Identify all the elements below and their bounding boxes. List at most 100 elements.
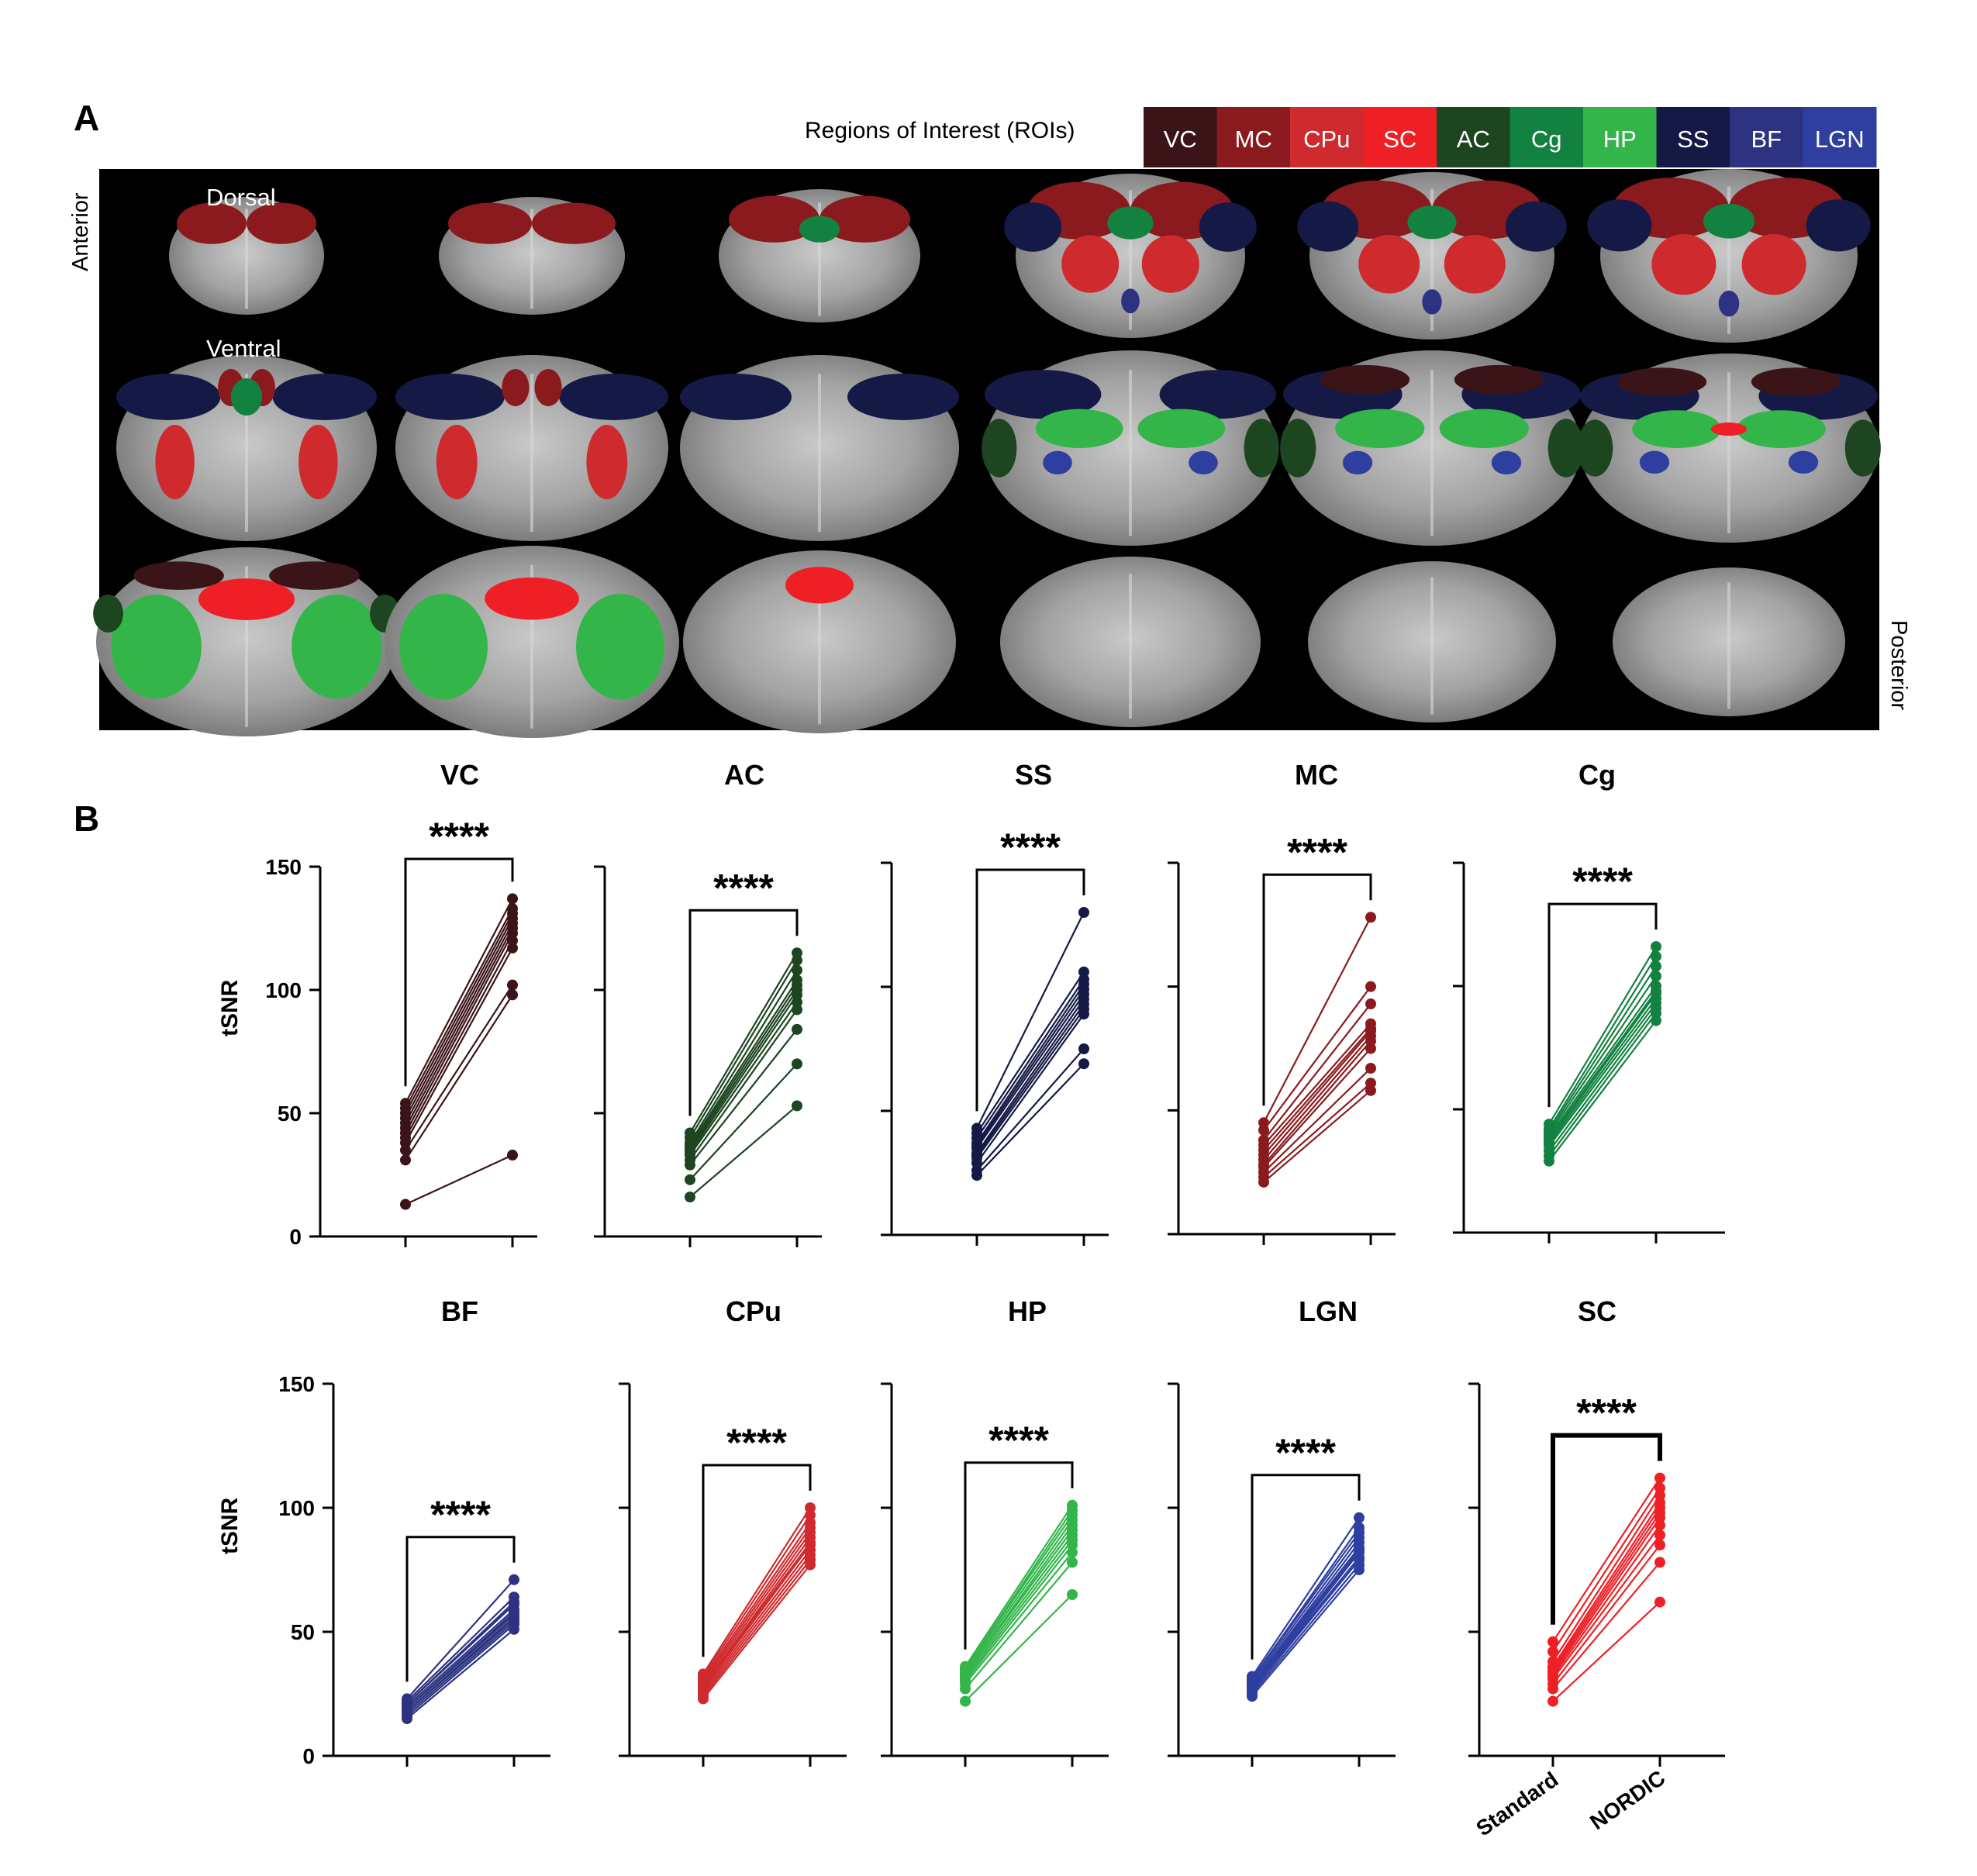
pair-line-lgn xyxy=(1251,1549,1360,1688)
pair-line-cpu xyxy=(702,1564,811,1700)
chart-title-bf: BF xyxy=(441,1295,478,1327)
pair-line-lgn xyxy=(1251,1559,1360,1692)
point-standard-sc xyxy=(1547,1656,1558,1667)
slice-4-ss-right xyxy=(1199,202,1257,252)
slice-11-vc-left xyxy=(1320,364,1410,395)
dorsal-label: Dorsal xyxy=(206,184,276,211)
legend-label-vc: VC xyxy=(1164,126,1197,153)
legend-swatch-sc xyxy=(1363,107,1437,167)
pair-line-ss xyxy=(976,1013,1085,1164)
pair-line-lgn xyxy=(1251,1564,1360,1695)
slice-10-lgn-left xyxy=(1043,450,1072,475)
slice-5-ss-right xyxy=(1505,201,1567,252)
slice-7-ss-left xyxy=(116,374,221,420)
slice-6-cpu-left xyxy=(1651,234,1717,295)
pair-line-bf xyxy=(406,1623,515,1717)
significance-bracket-mc xyxy=(1262,873,1372,1106)
point-nordic-sc xyxy=(1654,1519,1665,1531)
pair-line-cpu xyxy=(702,1544,811,1690)
slice-6-ss-right xyxy=(1806,199,1871,252)
pair-line-mc xyxy=(1263,1067,1371,1173)
point-nordic-ac xyxy=(792,947,802,959)
point-nordic-ac xyxy=(792,974,802,986)
chart-title-ss: SS xyxy=(1015,759,1052,791)
slice-6-cg xyxy=(1703,203,1755,239)
legend-swatch-hp xyxy=(1583,107,1657,167)
legend-swatch-mc xyxy=(1216,107,1291,167)
y-tick-label-bf-50: 50 xyxy=(291,1620,315,1644)
pair-line-vc xyxy=(405,927,513,1129)
slice-11-vc-right xyxy=(1454,364,1544,395)
pair-line-mc xyxy=(1263,1022,1371,1146)
pair-line-ss xyxy=(976,1048,1085,1171)
pair-line-cg xyxy=(1548,946,1657,1125)
pair-line-lgn xyxy=(1251,1526,1360,1680)
slice-10-ac-right xyxy=(1244,419,1279,478)
slice-14-sc xyxy=(485,577,579,620)
pair-line-vc xyxy=(405,985,513,1151)
y-tick-label-bf-150: 150 xyxy=(278,1372,315,1396)
pair-line-bf xyxy=(406,1621,515,1715)
slice-4-cpu-left xyxy=(1061,235,1120,293)
pair-line-ss xyxy=(976,971,1085,1134)
pair-line-cpu xyxy=(702,1554,811,1695)
pair-line-cg xyxy=(1548,992,1657,1142)
slice-5-cpu-left xyxy=(1358,235,1420,294)
y-axis-label-row2: tSNR xyxy=(217,1497,243,1554)
slice-12-hp-right xyxy=(1736,410,1826,448)
pair-line-lgn xyxy=(1251,1542,1360,1685)
slice-8-mc-left xyxy=(502,369,530,406)
point-standard-ss xyxy=(971,1164,982,1176)
pair-line-ss xyxy=(976,912,1085,1129)
pair-line-vc xyxy=(405,912,513,1114)
slice-11-ac-right xyxy=(1547,419,1584,478)
pair-line-mc xyxy=(1263,1089,1371,1183)
slice-13-ac-left xyxy=(93,595,123,633)
pair-line-mc xyxy=(1263,1030,1371,1156)
pair-line-sc xyxy=(1552,1507,1661,1670)
slice-6-bf xyxy=(1718,290,1740,317)
significance-bracket-ac xyxy=(688,909,799,1116)
y-tick-label-bf-0: 0 xyxy=(302,1744,315,1768)
point-standard-vc xyxy=(400,1098,411,1109)
point-nordic-vc xyxy=(507,979,518,991)
pair-line-vc xyxy=(405,918,513,1119)
pair-line-mc xyxy=(1263,1003,1371,1141)
pair-line-vc xyxy=(405,898,513,1104)
point-nordic-mc xyxy=(1365,912,1376,923)
pair-line-ss xyxy=(976,978,1085,1139)
pair-line-cg xyxy=(1548,1007,1657,1152)
pair-line-hp xyxy=(964,1594,1073,1702)
slice-10-lgn-right xyxy=(1189,450,1218,475)
point-standard-mc xyxy=(1258,1117,1269,1129)
slice-7-cg xyxy=(230,378,263,416)
pair-line-bf xyxy=(406,1616,515,1712)
pair-line-mc xyxy=(1263,986,1371,1131)
legend-label-lgn: LGN xyxy=(1815,126,1865,153)
point-nordic-mc xyxy=(1365,1063,1376,1074)
x-category-nordic: NORDIC xyxy=(1585,1766,1669,1835)
significance-label-mc: **** xyxy=(1287,830,1347,874)
pair-line-bf xyxy=(406,1601,515,1705)
point-nordic-cg xyxy=(1651,941,1661,953)
point-nordic-mc xyxy=(1365,1078,1376,1089)
x-category-standard: Standard xyxy=(1472,1767,1562,1841)
significance-label-sc: **** xyxy=(1576,1391,1637,1435)
point-nordic-mc xyxy=(1365,1085,1376,1096)
slice-5-ss-left xyxy=(1297,201,1359,252)
significance-bracket-cg xyxy=(1547,902,1658,1108)
pair-line-bf xyxy=(406,1609,515,1707)
slice-12-lgn-left xyxy=(1639,450,1670,474)
pair-line-ac xyxy=(689,952,798,1134)
slice-4-bf xyxy=(1121,288,1140,314)
point-nordic-ss xyxy=(1078,907,1089,918)
chart-title-cg: Cg xyxy=(1578,759,1616,791)
point-nordic-sc xyxy=(1654,1529,1665,1541)
point-standard-hp xyxy=(960,1660,971,1672)
pair-line-hp xyxy=(964,1544,1073,1682)
panel-b-label: B xyxy=(74,798,99,839)
pair-line-ss xyxy=(976,993,1085,1149)
pair-line-ac xyxy=(689,979,798,1146)
slice-7-cpu-right xyxy=(298,425,338,499)
significance-label-ac: **** xyxy=(713,866,774,909)
